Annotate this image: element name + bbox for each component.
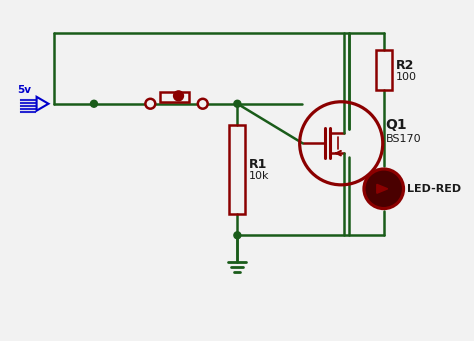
Circle shape — [198, 99, 208, 109]
Text: 100: 100 — [396, 72, 417, 82]
Text: 5v: 5v — [17, 85, 31, 95]
Text: R1: R1 — [249, 158, 268, 171]
Circle shape — [173, 91, 183, 101]
Bar — [229, 125, 245, 213]
Bar — [376, 50, 392, 90]
Text: 10k: 10k — [249, 172, 270, 181]
Text: LED-RED: LED-RED — [408, 184, 462, 194]
Circle shape — [364, 169, 403, 209]
Circle shape — [146, 99, 155, 109]
Text: Q1: Q1 — [386, 119, 407, 133]
Circle shape — [234, 100, 241, 107]
Text: BS170: BS170 — [386, 134, 421, 144]
Circle shape — [91, 100, 98, 107]
Polygon shape — [377, 184, 388, 193]
Text: R2: R2 — [396, 59, 414, 72]
Circle shape — [234, 232, 241, 239]
Bar — [160, 92, 190, 102]
